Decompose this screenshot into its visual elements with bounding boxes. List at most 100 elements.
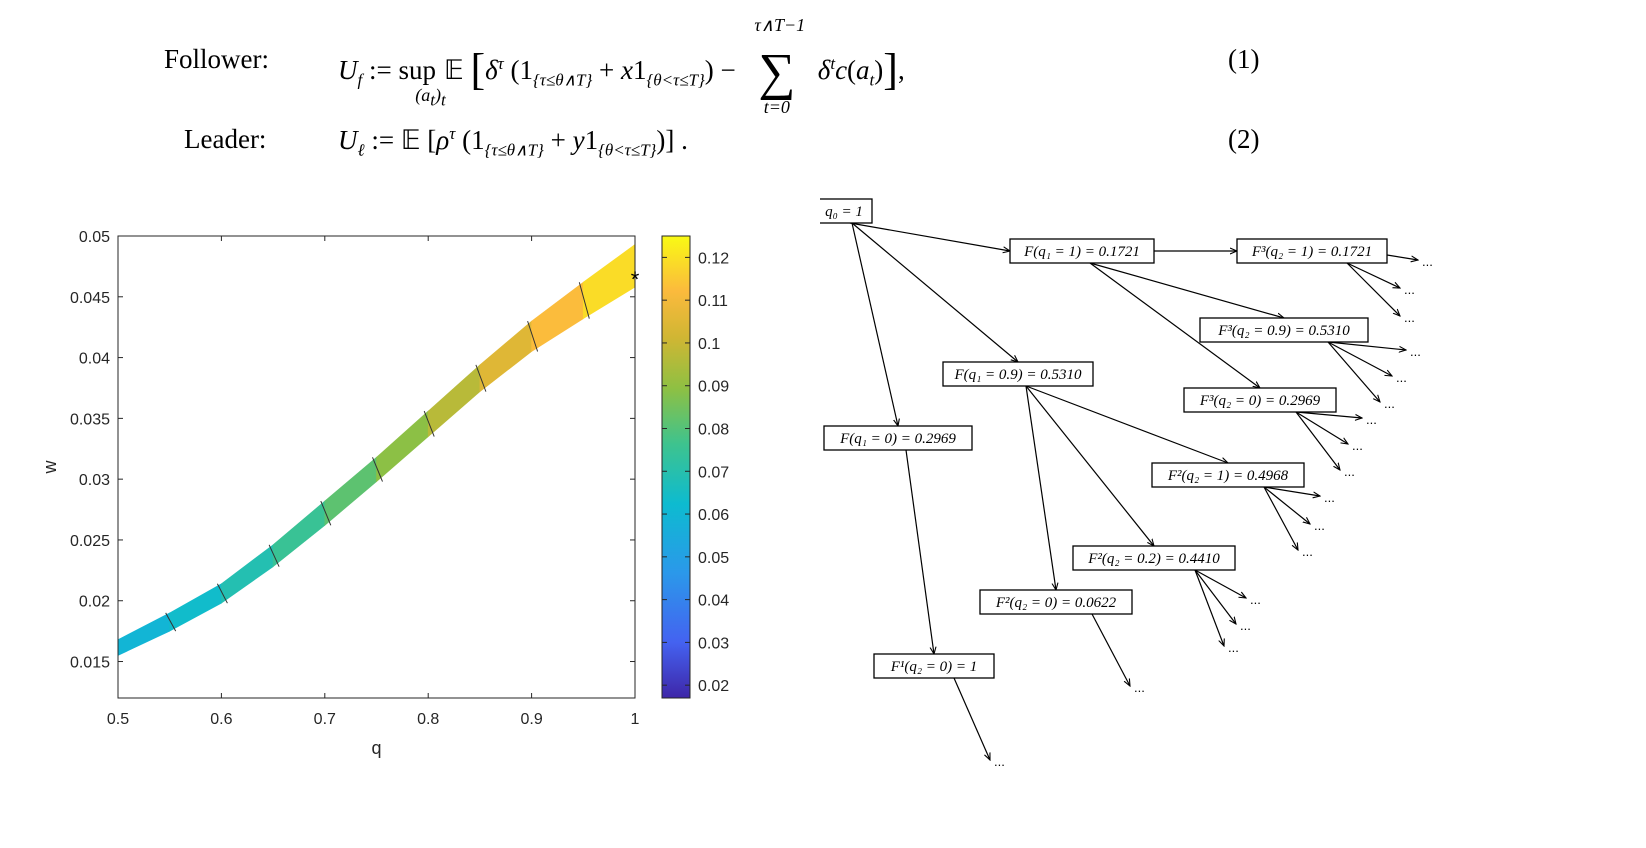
tree-edge [1025,385,1228,463]
leaf-edge [1263,486,1298,550]
tree-node: F²(q₂ = 0) = 0.0622 [979,589,1133,615]
y-tick-label: 0.02 [79,594,110,611]
tree-node-label: F²(q₂ = 0.2) = 0.4410 [1087,551,1220,567]
ellipsis-label: ... [1314,518,1325,533]
equation-follower-formula: Uf := sup (at)t 𝔼 [δτ (1{τ≤θ∧T} + x1{θ<τ≤T… [338,14,905,117]
tree-edge [1089,262,1284,318]
leaf-edge [1295,411,1362,418]
colorbar [661,235,691,699]
tree-node: F³(q₂ = 1) = 0.1721 [1236,238,1388,264]
contour-line [423,410,435,437]
equation-number-2: (2) [1228,124,1260,154]
colorbar-tick-label: 0.12 [698,250,729,267]
contour-line [320,500,332,526]
colorbar-tick-label: 0.03 [698,635,729,652]
tree-node: F²(q₂ = 0.2) = 0.4410 [1072,545,1236,571]
leaf-edge [1295,411,1340,470]
x-tick-label: 0.6 [210,711,232,728]
ellipsis-label: ... [1422,254,1433,269]
y-tick-label: 0.035 [70,411,110,428]
tree-node-label: F³(q₂ = 0) = 0.2969 [1199,393,1321,409]
tree-edge [1089,262,1260,388]
ellipsis-label: ... [1228,640,1239,655]
band-segment [221,544,274,604]
leaf-edge [1295,411,1348,444]
contour-line [578,282,590,319]
tree-node: F¹(q₂ = 0) = 1 [873,653,995,679]
tree-node-label: F(q₁ = 0.9) = 0.5310 [953,367,1082,383]
colorbar-tick-label: 0.04 [698,593,729,610]
leaf-edge [1194,569,1236,624]
ellipsis-label: ... [1410,344,1421,359]
tree-node-label: F²(q₂ = 0) = 0.0622 [995,595,1117,611]
y-tick-label: 0.015 [70,655,110,672]
ellipsis-label: ... [1366,412,1377,427]
band-segment [117,612,170,656]
contour-line [165,612,177,632]
band-segment [169,583,222,632]
equation-label-follower: Follower: [164,44,269,74]
leaf-edge [1327,341,1380,402]
tree-edge [905,449,934,654]
band-segment [324,456,377,527]
y-tick-label: 0.04 [79,351,110,368]
colorbar-tick-label: 0.08 [698,422,729,439]
leaf-edge [1327,341,1406,350]
ellipsis-label: ... [1250,592,1261,607]
equation-number-1: (1) [1228,44,1260,74]
ellipsis-label: ... [1302,544,1313,559]
ellipsis-label: ... [1352,438,1363,453]
tree-node: F(q₁ = 1) = 0.1721 [1009,238,1155,264]
tree-node-label: F²(q₂ = 1) = 0.4968 [1167,468,1289,484]
equation-leader: Leader: Uℓ := 𝔼 [ρτ (1{τ≤θ∧T} + y1{θ<τ≤T… [0,108,1646,168]
tree-edge [1025,385,1154,546]
leaf-edge [1346,262,1400,316]
colorbar-tick-label: 0.06 [698,507,729,524]
tree-edge [849,222,1010,251]
contour-line [475,364,487,392]
colorbar-tick-label: 0.09 [698,379,729,396]
band-segment [427,364,481,438]
leaf-edge [1346,262,1400,288]
tree-edge [851,222,1018,362]
contour-line [268,544,280,567]
tree-node: F³(q₂ = 0.9) = 0.5310 [1199,317,1369,343]
ellipsis-label: ... [994,754,1005,769]
y-axis-label: w [40,460,60,475]
x-tick-label: 1 [631,711,640,728]
leaf-edge [1327,341,1392,376]
leaf-edge [1194,569,1224,646]
band-segment [376,410,429,483]
band-segment [531,281,584,353]
colorbar-tick-label: 0.05 [698,550,729,567]
equation-label-leader: Leader: [184,124,267,154]
tree-edge [851,222,898,426]
ellipsis-label: ... [1344,464,1355,479]
tree-node-label: F³(q₂ = 0.9) = 0.5310 [1217,323,1350,339]
leaf-edge [1386,254,1418,260]
tree-node-label: F(q₁ = 0) = 0.2969 [839,431,956,447]
plot-frame [117,235,636,699]
x-axis-label: q [371,738,381,758]
colorbar-tick-label: 0.07 [698,464,729,481]
ellipsis-label: ... [1404,310,1415,325]
ellipsis-label: ... [1384,396,1395,411]
ellipsis-label: ... [1396,370,1407,385]
leaf-edge [1194,569,1246,598]
equation-follower: Follower: Uf := sup (at)t 𝔼 [δτ (1{τ≤θ∧T} … [0,15,1646,117]
leaf-edge [1263,486,1320,496]
ellipsis-label: ... [1240,618,1251,633]
tree-node: F²(q₂ = 1) = 0.4968 [1151,462,1305,488]
leaf-edge [953,677,990,760]
leaf-edge [1263,486,1310,524]
ellipsis-label: ... [1134,680,1145,695]
colorbar-tick-label: 0.02 [698,678,729,695]
y-tick-label: 0.05 [79,229,110,246]
heatmap-chart: 0.5 0.6 0.7 0.8 0.9 1 0.015 0.02 0.025 0.03 0.035 0… [40,229,729,758]
equation-leader-formula: Uℓ := 𝔼 [ρτ (1{τ≤θ∧T} + y1{θ<τ≤T})] . [338,124,688,160]
tree-edge [1025,385,1056,590]
contour-line [372,457,383,482]
x-tick-label: 0.5 [107,711,129,728]
y-tick-label: 0.03 [79,472,110,489]
tree-node-label: F¹(q₂ = 0) = 1 [890,659,978,675]
